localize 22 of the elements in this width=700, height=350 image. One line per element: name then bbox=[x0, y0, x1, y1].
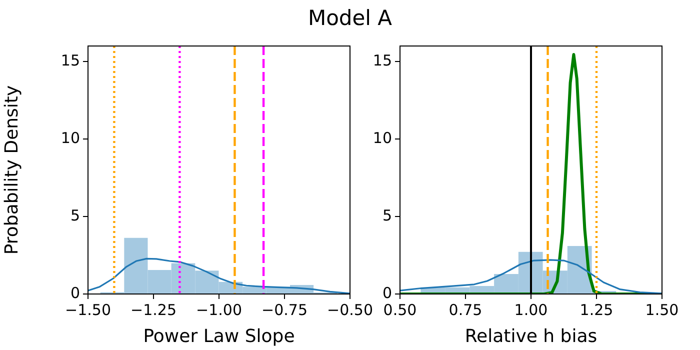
y-tick-label: 0 bbox=[70, 284, 80, 302]
x-tick-label: 1.00 bbox=[514, 300, 548, 319]
y-tick-label: 5 bbox=[382, 206, 392, 224]
x-tick-label: 1.25 bbox=[580, 300, 614, 319]
y-tick-label: 10 bbox=[60, 128, 80, 147]
y-axis-title: Probability Density bbox=[1, 85, 22, 255]
x-axis-title: Relative h bias bbox=[464, 326, 598, 347]
y-tick-label: 15 bbox=[372, 51, 392, 70]
x-axis-title: Power Law Slope bbox=[143, 326, 295, 347]
y-tick-label: 5 bbox=[70, 206, 80, 224]
x-tick-label: −1.25 bbox=[130, 300, 176, 319]
y-tick-label: 15 bbox=[60, 51, 80, 70]
x-tick-label: 0.50 bbox=[383, 300, 417, 319]
x-tick-label: −0.50 bbox=[327, 300, 373, 319]
x-tick-label: −1.00 bbox=[196, 300, 242, 319]
x-tick-label: −1.50 bbox=[65, 300, 111, 319]
chart-title: Model A bbox=[306, 5, 394, 32]
x-tick-label: 1.50 bbox=[645, 300, 679, 319]
x-tick-label: −0.75 bbox=[262, 300, 308, 319]
y-tick-label: 0 bbox=[382, 284, 392, 302]
x-tick-label: 0.75 bbox=[448, 300, 482, 319]
y-tick-label: 10 bbox=[372, 128, 392, 147]
